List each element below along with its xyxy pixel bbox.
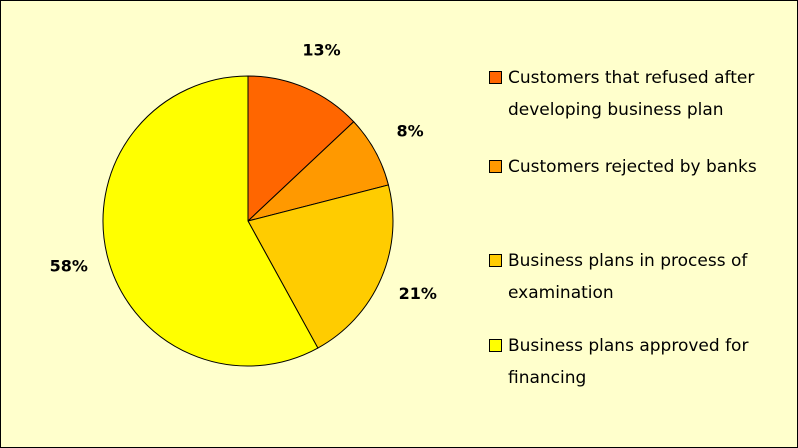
legend-label: Business plans in process of examination bbox=[508, 251, 748, 303]
legend-entry: Business plans approved for financing bbox=[489, 330, 789, 394]
data-label: 21% bbox=[399, 284, 437, 303]
pie-slice bbox=[102, 75, 319, 367]
legend-entry: Customers that refused after developing … bbox=[489, 62, 789, 126]
data-label: 58% bbox=[50, 257, 88, 276]
legend-swatch bbox=[489, 254, 502, 267]
legend-entry: Business plans in process of examination bbox=[489, 245, 789, 309]
legend-swatch bbox=[489, 160, 502, 173]
data-label: 13% bbox=[302, 41, 340, 60]
legend-label: Business plans approved for financing bbox=[508, 336, 749, 388]
legend-label: Customers that refused after developing … bbox=[508, 68, 755, 120]
legend-entry: Customers rejected by banks bbox=[489, 151, 789, 183]
legend-label: Customers rejected by banks bbox=[508, 157, 757, 177]
legend-swatch bbox=[489, 339, 502, 352]
pie-slice bbox=[247, 184, 394, 349]
legend-swatch bbox=[489, 71, 502, 84]
pie-slice bbox=[247, 75, 355, 223]
data-label: 8% bbox=[397, 121, 424, 140]
